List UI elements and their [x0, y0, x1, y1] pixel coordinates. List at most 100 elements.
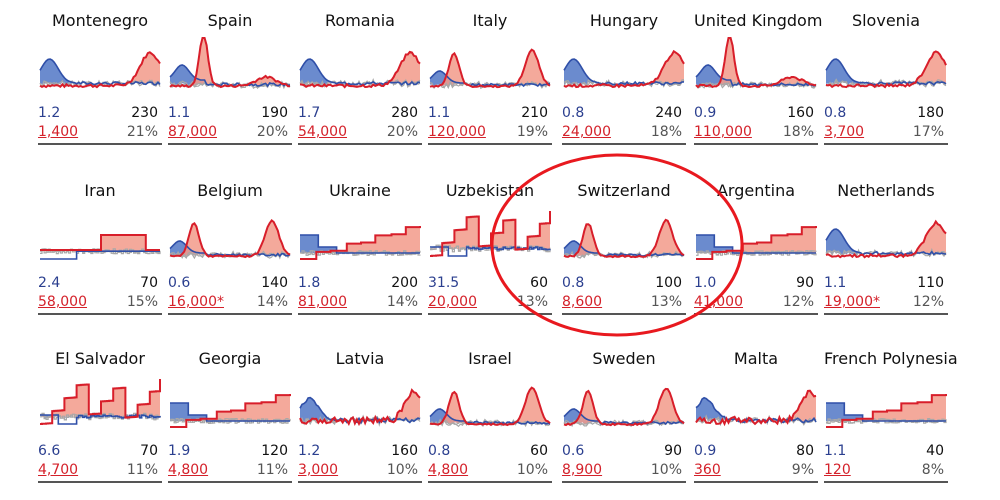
blue-line	[825, 58, 947, 86]
ratio-value: 1.2	[298, 443, 321, 459]
panel-romania: Romania 1.7 280 54,000 20%	[298, 8, 422, 158]
total-value: 100	[655, 275, 682, 291]
panel-united-kingdom: United Kingdom 0.9 160 110,000 18%	[694, 8, 822, 158]
panel-title: Israel	[468, 349, 512, 368]
blue-area	[826, 403, 946, 421]
red-line	[563, 49, 685, 89]
gray-line	[429, 418, 551, 428]
percent-value: 11%	[126, 462, 158, 478]
blue-area	[300, 235, 420, 253]
panel-argentina: Argentina 1.0 90 41,000 12%	[694, 178, 818, 328]
red-area	[826, 51, 946, 85]
blue-line	[299, 58, 421, 86]
red-line	[39, 51, 161, 89]
cases-value: 120,000	[428, 124, 486, 140]
red-line	[429, 48, 551, 89]
blue-area	[300, 397, 420, 423]
ratio-value: 0.9	[694, 443, 717, 459]
percent-value: 19%	[516, 124, 548, 140]
stats-row-bottom: 3,000 10%	[298, 461, 422, 483]
stats-row-top: 0.6 90	[562, 442, 686, 460]
stats-row-bottom: 360 9%	[694, 461, 818, 483]
sparkline	[169, 37, 291, 90]
panel-title: Spain	[207, 11, 253, 30]
sparkline	[430, 211, 551, 257]
stats-row-bottom: 19,000* 12%	[824, 293, 948, 315]
panel-title: Iran	[84, 181, 116, 200]
red-area	[40, 379, 160, 418]
total-value: 110	[917, 275, 944, 291]
gray-line	[563, 78, 685, 88]
panel-title: Romania	[325, 11, 395, 30]
panel-title: El Salvador	[55, 349, 145, 368]
stats-row-bottom: 24,000 18%	[562, 123, 686, 145]
cases-value: 8,600	[562, 294, 603, 310]
sparkline	[695, 37, 817, 89]
blue-line	[695, 396, 817, 424]
sparkline	[825, 50, 947, 89]
percent-value: 13%	[650, 294, 682, 310]
sparkline	[300, 226, 421, 260]
blue-line	[430, 246, 551, 257]
ratio-value: 31.5	[428, 275, 460, 291]
ratio-value: 1.1	[428, 105, 451, 121]
percent-value: 20%	[386, 124, 418, 140]
sparkline	[299, 50, 421, 89]
cases-value: 58,000	[38, 294, 87, 310]
stats-row-top: 1.1 110	[824, 274, 948, 292]
percent-value: 10%	[386, 462, 418, 478]
panel-title: Switzerland	[577, 181, 671, 200]
red-line	[169, 37, 290, 89]
panel-slovenia: Slovenia 0.8 180 3,700 17%	[824, 8, 948, 158]
ratio-value: 1.8	[298, 275, 321, 291]
stats-row-top: 1.0 90	[694, 274, 818, 292]
panel-french-polynesia: French Polynesia 1.1 40 120 8%	[824, 346, 958, 496]
stats-row-top: 0.8 240	[562, 104, 686, 122]
sparkline	[169, 218, 291, 260]
blue-line	[563, 58, 685, 86]
stats-row-bottom: 58,000 15%	[38, 293, 162, 315]
percent-value: 18%	[650, 124, 682, 140]
panel-title: Netherlands	[837, 181, 935, 200]
total-value: 40	[926, 443, 944, 459]
red-area	[696, 38, 816, 86]
blue-line	[170, 402, 290, 422]
stats-row-top: 1.1 210	[428, 104, 552, 122]
red-area	[430, 211, 550, 250]
stats-row-top: 1.2 230	[38, 104, 162, 122]
ratio-value: 1.1	[824, 275, 847, 291]
ratio-value: 0.8	[428, 443, 451, 459]
ratio-value: 0.8	[562, 275, 585, 291]
panel-title: Italy	[472, 11, 508, 30]
blue-line	[40, 250, 160, 260]
red-line	[40, 234, 160, 251]
sparkline	[826, 394, 947, 428]
stats-row-bottom: 16,000* 14%	[168, 293, 292, 315]
gray-line	[695, 414, 817, 425]
stats-row-top: 1.1 190	[168, 104, 292, 122]
sparkline	[563, 49, 685, 89]
ratio-value: 1.0	[694, 275, 717, 291]
ratio-value: 0.6	[168, 275, 191, 291]
panel-title: Sweden	[592, 349, 656, 368]
stats-row-top: 6.6 70	[38, 442, 162, 460]
panel-title: Latvia	[335, 349, 385, 368]
red-line	[826, 394, 947, 428]
panel-georgia: Georgia 1.9 120 4,800 11%	[168, 346, 292, 496]
red-area	[826, 394, 946, 421]
blue-line	[825, 228, 947, 256]
panel-uzbekistan: Uzbekistan 31.5 60 20,000 13%	[428, 178, 552, 328]
red-line	[40, 379, 161, 425]
panel-title: Argentina	[716, 181, 796, 200]
percent-value: 10%	[650, 462, 682, 478]
cases-value: 20,000	[428, 294, 477, 310]
stats-row-top: 0.8 100	[562, 274, 686, 292]
panel-title: Georgia	[198, 349, 262, 368]
percent-value: 20%	[256, 124, 288, 140]
stats-row-top: 1.1 40	[824, 442, 948, 460]
cases-value: 81,000	[298, 294, 347, 310]
cases-value: 110,000	[694, 124, 752, 140]
blue-area	[170, 403, 290, 421]
stats-row-bottom: 1,400 21%	[38, 123, 162, 145]
sparkline	[695, 389, 817, 427]
